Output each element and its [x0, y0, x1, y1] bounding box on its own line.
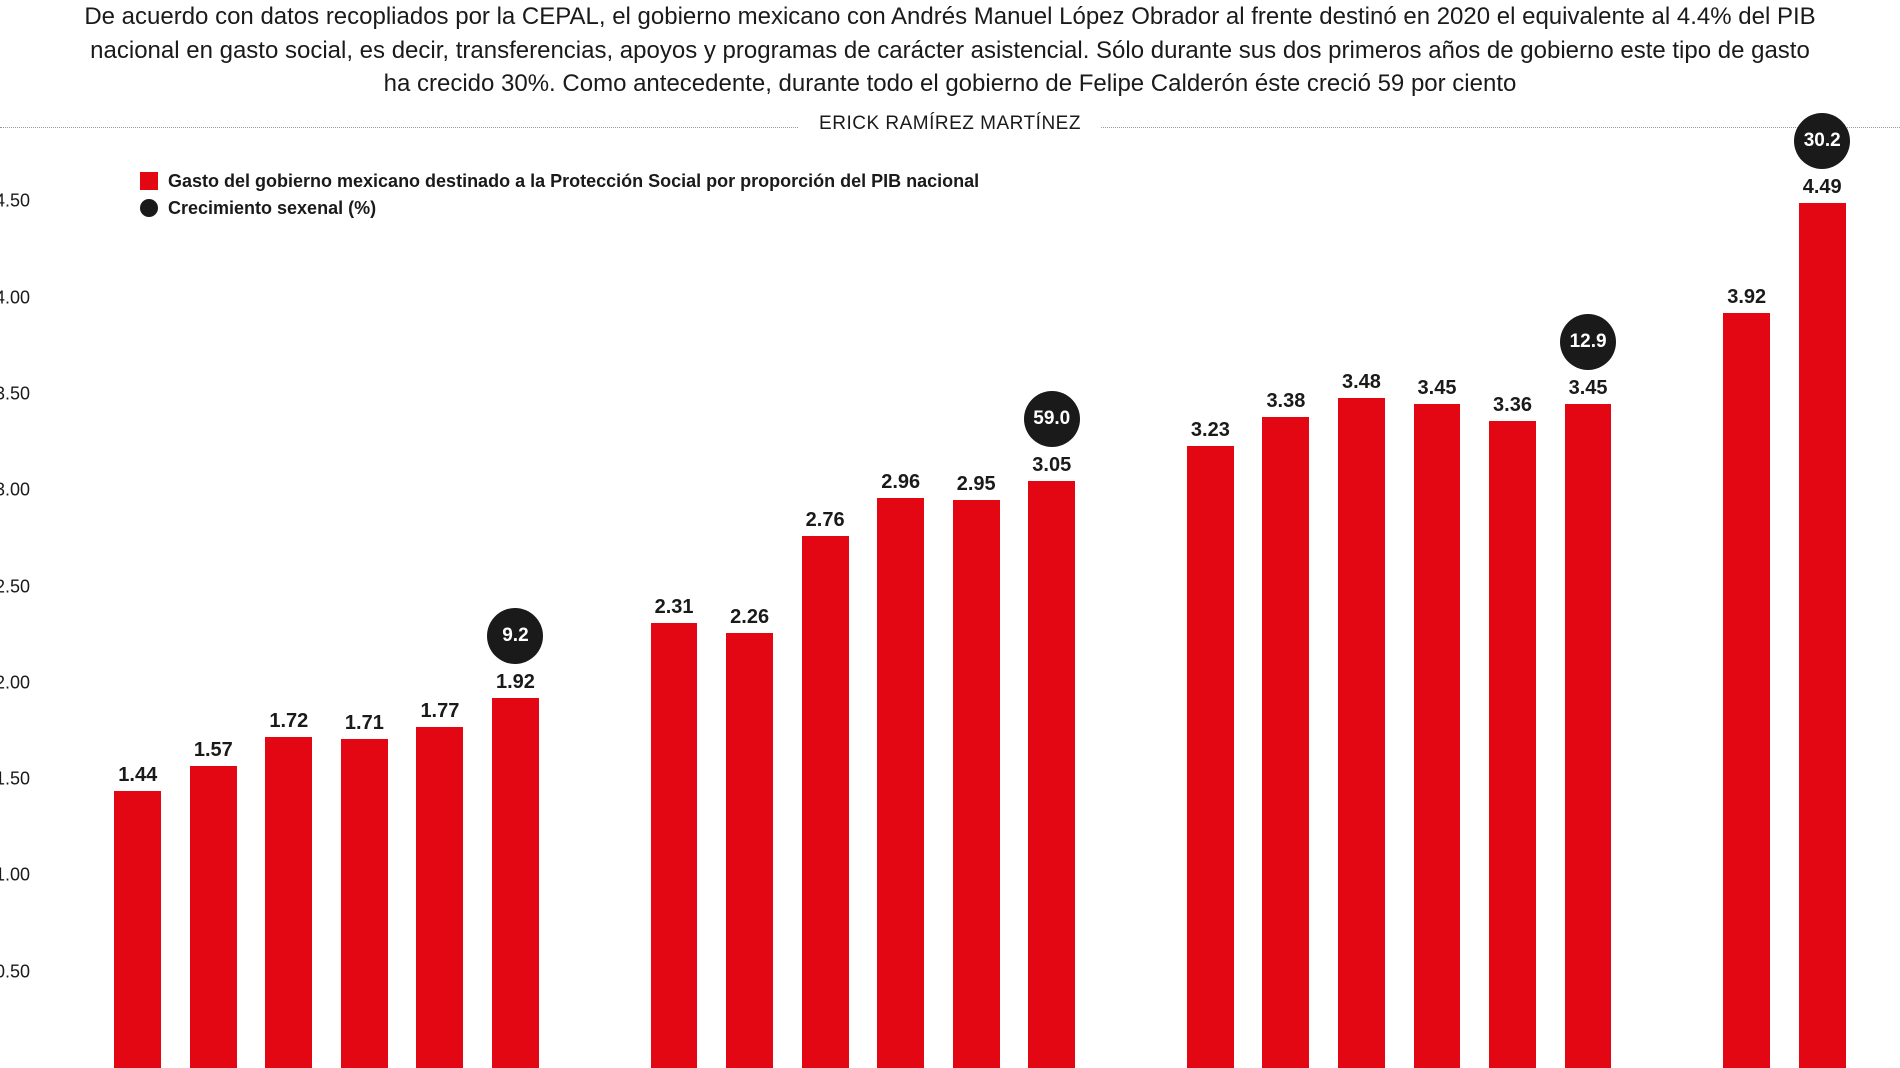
y-tick-label: 4.00	[0, 287, 30, 308]
chart-area: Gasto del gobierno mexicano destinado a …	[0, 153, 1900, 1068]
y-tick-label: 4.50	[0, 191, 30, 212]
bar-slot: 3.38	[1248, 163, 1324, 1068]
legend-label-1: Gasto del gobierno mexicano destinado a …	[168, 171, 979, 192]
bar-value-label: 3.38	[1266, 390, 1305, 413]
bar-slot: 1.71	[327, 163, 403, 1068]
bar-value-label: 3.45	[1418, 377, 1457, 400]
legend: Gasto del gobierno mexicano destinado a …	[140, 171, 979, 225]
bar-value-label: 1.77	[420, 700, 459, 723]
bar-value-label: 3.48	[1342, 371, 1381, 394]
bar	[265, 737, 312, 1068]
bar	[953, 500, 1000, 1068]
bar-slot: 4.49	[1784, 163, 1860, 1068]
bar	[1338, 398, 1385, 1068]
legend-item-1: Gasto del gobierno mexicano destinado a …	[140, 171, 979, 192]
bar-value-label: 1.44	[118, 764, 157, 787]
bar-slot: 1.44	[100, 163, 176, 1068]
bars-area: 1.441.571.721.711.771.929.22.312.262.762…	[100, 163, 1860, 1068]
bar-slot: 2.96	[863, 163, 939, 1068]
bar-slot: 1.57	[176, 163, 252, 1068]
y-tick-label: 2.50	[0, 576, 30, 597]
y-tick-label: 1.00	[0, 865, 30, 886]
bar	[1262, 417, 1309, 1068]
bar-slot: 2.31	[636, 163, 712, 1068]
bar-value-label: 1.57	[194, 739, 233, 762]
plot-area: 0.501.001.502.002.503.003.504.004.50 1.4…	[80, 163, 1870, 1068]
bar-slot: 1.72	[251, 163, 327, 1068]
bar-value-label: 2.76	[806, 509, 845, 532]
y-tick-label: 0.50	[0, 961, 30, 982]
author-name: ERICK RAMÍREZ MARTÍNEZ	[799, 113, 1101, 135]
bar-slot: 1.77	[402, 163, 478, 1068]
bar-slot: 3.45	[1399, 163, 1475, 1068]
y-tick-label: 3.00	[0, 480, 30, 501]
legend-label-2: Crecimiento sexenal (%)	[168, 198, 376, 219]
bar-value-label: 3.45	[1569, 377, 1608, 400]
bar	[492, 698, 539, 1068]
bar	[1799, 203, 1846, 1068]
bar	[1414, 404, 1461, 1068]
bar	[877, 498, 924, 1068]
legend-swatch-circle	[140, 199, 158, 217]
bar	[341, 739, 388, 1068]
bar-value-label: 2.26	[730, 606, 769, 629]
bar	[1565, 404, 1612, 1068]
bar-slot: 3.05	[1014, 163, 1090, 1068]
bar-slot: 1.92	[478, 163, 554, 1068]
bar-value-label: 1.92	[496, 671, 535, 694]
legend-swatch-square	[140, 172, 158, 190]
bar	[802, 536, 849, 1068]
y-tick-label: 3.50	[0, 383, 30, 404]
bar	[190, 766, 237, 1068]
bar-value-label: 1.71	[345, 712, 384, 735]
bar-value-label: 3.23	[1191, 419, 1230, 442]
bar	[1723, 313, 1770, 1068]
bar-value-label: 2.95	[957, 473, 996, 496]
bar-slot: 3.92	[1709, 163, 1785, 1068]
bar	[651, 623, 698, 1068]
author-divider: ERICK RAMÍREZ MARTÍNEZ	[0, 113, 1900, 143]
bar	[726, 633, 773, 1068]
legend-item-2: Crecimiento sexenal (%)	[140, 198, 979, 219]
bar-slot: 3.36	[1475, 163, 1551, 1068]
bar	[1028, 481, 1075, 1068]
bar	[114, 791, 161, 1068]
bar-value-label: 2.31	[655, 596, 694, 619]
bar-value-label: 4.49	[1803, 176, 1842, 199]
bar-value-label: 3.92	[1727, 286, 1766, 309]
bar-value-label: 3.36	[1493, 394, 1532, 417]
bar	[1187, 446, 1234, 1068]
bar-slot: 3.45	[1550, 163, 1626, 1068]
bar	[1489, 421, 1536, 1068]
bar-slot: 2.76	[787, 163, 863, 1068]
y-tick-label: 2.00	[0, 672, 30, 693]
bar-slot: 2.26	[712, 163, 788, 1068]
bar-slot: 2.95	[938, 163, 1014, 1068]
chart-description: De acuerdo con datos recopliados por la …	[0, 0, 1900, 113]
bar-value-label: 3.05	[1032, 454, 1071, 477]
bar-value-label: 1.72	[269, 710, 308, 733]
y-tick-label: 1.50	[0, 769, 30, 790]
bar-slot: 3.48	[1324, 163, 1400, 1068]
bar-value-label: 2.96	[881, 471, 920, 494]
bar-slot: 3.23	[1173, 163, 1249, 1068]
bar	[416, 727, 463, 1068]
